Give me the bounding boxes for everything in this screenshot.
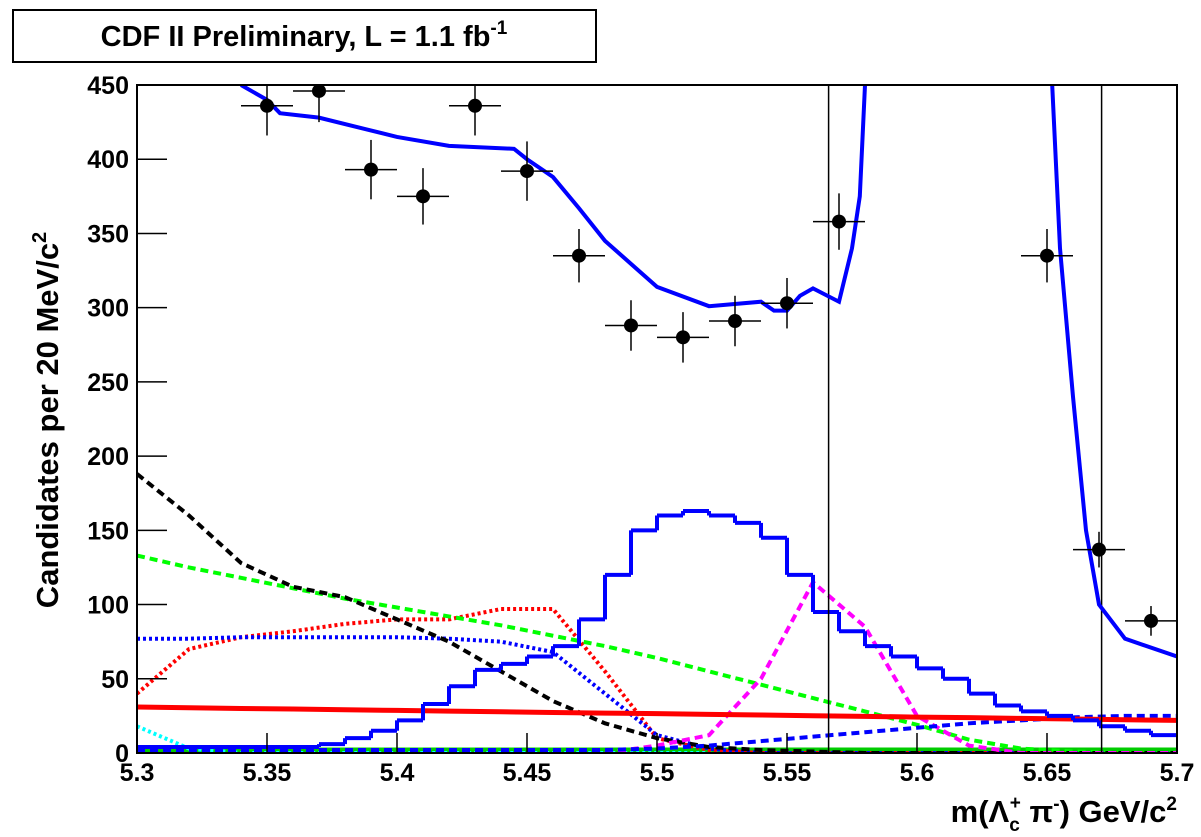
- data-point: [728, 314, 742, 329]
- data-point: [312, 85, 326, 98]
- y-tick-label: 50: [101, 666, 129, 694]
- y-label-superscript: 2: [29, 232, 51, 243]
- chart-title: CDF II Preliminary, L = 1.1 fb-1: [101, 18, 508, 53]
- data-point: [1092, 542, 1106, 557]
- x-label-part: π: [1021, 794, 1053, 829]
- x-label-superscript: 2: [1166, 794, 1177, 815]
- x-label-part: ) GeV/c: [1060, 794, 1167, 829]
- data-point: [520, 164, 534, 179]
- y-tick-label: 200: [87, 443, 129, 471]
- x-axis-label: m(Λc+ π-) GeV/c2: [951, 793, 1177, 832]
- x-label-superscript: +: [1010, 793, 1021, 814]
- data-point: [1040, 248, 1054, 263]
- data-point: [1144, 613, 1158, 628]
- y-tick-label: 450: [87, 72, 129, 100]
- data-point: [260, 98, 274, 113]
- fit-curve: [240, 85, 1177, 659]
- y-tick-label: 350: [87, 220, 129, 248]
- data-point: [364, 162, 378, 177]
- x-label-part: m(Λ: [951, 794, 1010, 829]
- data-point: [416, 189, 430, 204]
- title-superscript: -1: [490, 18, 507, 39]
- data-point: [468, 98, 482, 113]
- y-tick-label: 250: [87, 369, 129, 397]
- x-tick-label: 5.3: [120, 759, 155, 787]
- y-tick-label: 300: [87, 295, 129, 323]
- y-tick-label: 400: [87, 146, 129, 174]
- plot-frame: [136, 84, 1178, 754]
- data-point: [572, 248, 586, 263]
- title-text: CDF II Preliminary, L = 1.1 fb: [101, 21, 491, 53]
- data-point: [832, 214, 846, 229]
- y-tick-label: 100: [87, 592, 129, 620]
- x-tick-label: 5.55: [763, 759, 812, 787]
- x-tick-label: 5.65: [1023, 759, 1072, 787]
- x-label-superscript: -: [1053, 794, 1059, 815]
- title-box: [12, 9, 597, 63]
- data-point: [624, 318, 638, 333]
- x-label-subscript: c: [1009, 815, 1020, 832]
- axes: 5.3 5.35 5.4 5.45 5.5 5.55 5.6 5.65 5.7 0 50 100 150…: [87, 72, 1194, 787]
- component-curve: [137, 704, 1177, 723]
- x-tick-label: 5.6: [900, 759, 935, 787]
- x-tick-label: 5.4: [380, 759, 415, 787]
- y-axis-label: Candidates per 20 MeV/c2: [29, 232, 65, 608]
- data-point: [676, 330, 690, 345]
- x-tick-label: 5.45: [503, 759, 552, 787]
- x-tick-label: 5.35: [243, 759, 292, 787]
- x-tick-label: 5.5: [640, 759, 675, 787]
- y-tick-label: 150: [87, 517, 129, 545]
- y-label-text: Candidates per 20 MeV/c: [30, 243, 65, 608]
- x-tick-label: 5.7: [1160, 759, 1195, 787]
- y-tick-label: 0: [115, 740, 129, 768]
- component-curve: [137, 553, 1177, 753]
- data-point: [780, 296, 794, 311]
